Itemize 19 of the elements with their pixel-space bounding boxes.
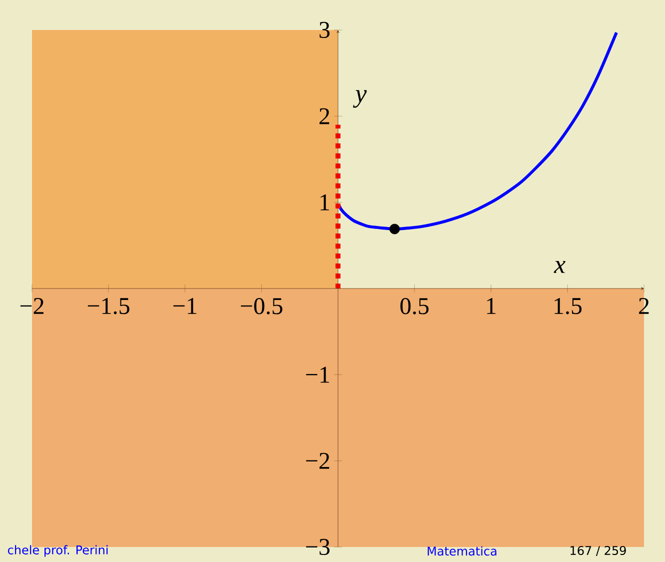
annotation: chele prof. Perini	[8, 545, 108, 557]
y-tick-label: 2	[320, 108, 330, 124]
y-tick-label: 3	[320, 22, 330, 38]
x-tick-label: 1.5	[554, 298, 582, 314]
x-axis-title: x	[554, 260, 566, 273]
x-tick-label: 0.5	[400, 298, 429, 314]
y-tick-label: 1	[320, 194, 330, 210]
y-tick-label: −3	[306, 538, 330, 556]
x-tick-label: −1.5	[88, 298, 130, 314]
x-tick-label: −1	[173, 298, 196, 314]
annotation: Matematica	[428, 546, 496, 556]
x-tick-label: −2	[20, 298, 44, 314]
x-tick-label: 2	[639, 298, 649, 314]
y-axis-title: y	[353, 90, 367, 108]
x-tick-label: −0.5	[240, 298, 282, 314]
x-tick-label: 1	[487, 298, 496, 314]
annotation: 167 / 259	[570, 546, 626, 556]
y-tick-label: −1	[306, 366, 330, 383]
y-tick-label: −2	[306, 452, 330, 469]
